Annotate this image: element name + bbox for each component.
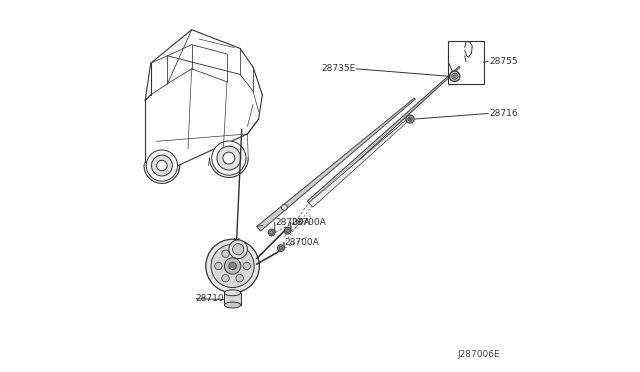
- Circle shape: [286, 229, 289, 232]
- Text: 28700A: 28700A: [285, 238, 319, 247]
- Polygon shape: [257, 98, 415, 231]
- Text: 28735E: 28735E: [321, 64, 355, 73]
- Text: 28710: 28710: [195, 294, 224, 303]
- Circle shape: [217, 146, 241, 170]
- Circle shape: [211, 244, 254, 288]
- Circle shape: [236, 275, 243, 282]
- Circle shape: [408, 117, 412, 121]
- Text: J287006E: J287006E: [458, 350, 500, 359]
- Polygon shape: [309, 117, 411, 207]
- Circle shape: [232, 244, 244, 255]
- Circle shape: [229, 240, 248, 259]
- Ellipse shape: [225, 290, 241, 296]
- Text: 28700A: 28700A: [275, 218, 310, 227]
- Circle shape: [243, 262, 250, 270]
- Circle shape: [236, 250, 243, 257]
- Circle shape: [206, 239, 259, 293]
- Circle shape: [278, 245, 284, 251]
- Circle shape: [215, 262, 222, 270]
- Circle shape: [152, 155, 172, 176]
- Polygon shape: [225, 293, 241, 305]
- Text: 28755: 28755: [489, 57, 518, 66]
- Circle shape: [282, 204, 287, 210]
- Bar: [449, 41, 484, 84]
- Circle shape: [223, 152, 235, 164]
- Ellipse shape: [225, 302, 241, 308]
- Text: 28700A: 28700A: [291, 218, 326, 227]
- Polygon shape: [307, 67, 460, 204]
- Circle shape: [409, 118, 411, 120]
- Circle shape: [229, 262, 236, 270]
- Circle shape: [270, 231, 273, 234]
- Circle shape: [279, 246, 283, 250]
- Circle shape: [222, 250, 229, 257]
- Circle shape: [157, 160, 167, 171]
- Circle shape: [268, 229, 275, 236]
- Circle shape: [147, 150, 177, 181]
- Circle shape: [222, 275, 229, 282]
- Circle shape: [406, 115, 414, 123]
- Text: 28716: 28716: [489, 109, 518, 118]
- Circle shape: [212, 141, 246, 175]
- Circle shape: [452, 73, 458, 79]
- Circle shape: [449, 71, 460, 81]
- Circle shape: [453, 75, 456, 78]
- Circle shape: [225, 258, 241, 274]
- Circle shape: [284, 227, 291, 234]
